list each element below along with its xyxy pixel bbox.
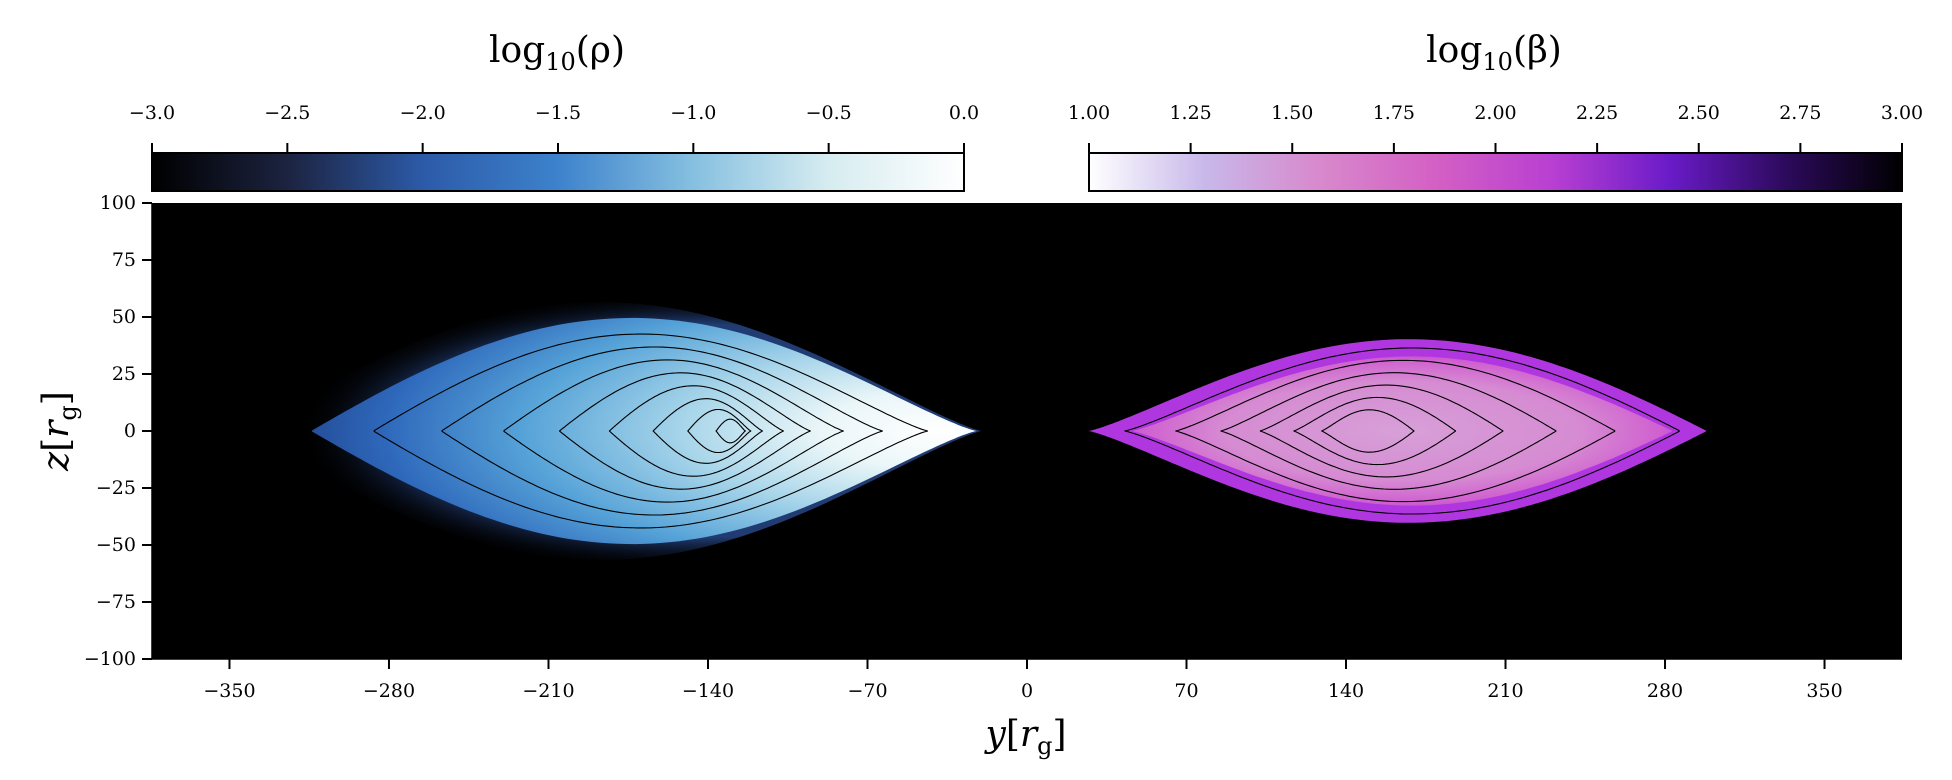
colorbar-rho-tick-label: −2.0 [400, 102, 446, 124]
y-tick-label: −50 [96, 534, 136, 556]
y-tick-label: 75 [112, 249, 136, 271]
density-streamline [503, 359, 844, 503]
beta-streamlines [1124, 347, 1680, 515]
x-tick-label: −140 [682, 680, 734, 702]
x-tick-label: 210 [1487, 680, 1523, 702]
colorbar-beta-tick-label: 2.50 [1678, 102, 1720, 124]
x-tick-label: 0 [1021, 680, 1033, 702]
plot-area: −350 −280 −210 −140 −70 0 70 140 210 280 350 −100−… [84, 192, 1902, 702]
density-streamline [373, 333, 928, 529]
x-axis-ticks: −350 −280 −210 −140 −70 0 70 140 210 280 350 [152, 658, 1902, 702]
colorbar-beta-tick-label: 1.00 [1068, 102, 1110, 124]
density-streamline [608, 385, 784, 477]
colorbar-beta-tick-label: 3.00 [1881, 102, 1923, 124]
y-axis-label: z[rg] [36, 391, 82, 472]
colorbar-title-beta: log10(β) [1426, 30, 1562, 76]
colorbar-rho-ticks: −3.0 −2.5 −2.0 −1.5 −1.0 −0.5 0.0 [129, 102, 979, 153]
colorbar-beta [1088, 152, 1903, 192]
colorbar-title-rho: log10(ρ) [489, 30, 625, 76]
colorbar-beta-tick-label: 2.25 [1576, 102, 1618, 124]
density-torus [247, 302, 982, 560]
colorbar-rho-tick-label: −2.5 [264, 102, 310, 124]
x-tick-label: 140 [1328, 680, 1364, 702]
beta-streamline [1175, 359, 1616, 503]
y-tick-label: 50 [112, 306, 136, 328]
colorbar-rho-tick-label: 0.0 [949, 102, 979, 124]
colorbar-rho-tick-label: −1.0 [670, 102, 716, 124]
beta-torus-body [1131, 356, 1672, 506]
colorbar-beta-tick-label: 1.50 [1271, 102, 1313, 124]
density-streamlines [373, 333, 928, 529]
y-tick-label: 0 [124, 420, 136, 442]
density-streamline [559, 372, 811, 490]
colorbar-beta-tick-label: 2.00 [1474, 102, 1516, 124]
x-tick-label: −350 [203, 680, 255, 702]
density-streamline [441, 346, 883, 516]
colorbar-beta-ticks: 1.00 1.25 1.50 1.75 2.00 2.25 2.50 2.75 3.00 [1068, 102, 1923, 153]
beta-streamline [1220, 372, 1557, 490]
colorbar-rho-tick-label: −3.0 [129, 102, 175, 124]
density-streamline [652, 398, 763, 464]
x-tick-label: 70 [1174, 680, 1198, 702]
y-tick-label: −75 [96, 591, 136, 613]
colorbar-beta-tick-label: 1.25 [1169, 102, 1211, 124]
y-axis-ticks: −100 −75 −50 −25 0 25 50 75 100 [84, 192, 153, 670]
y-tick-label: 100 [100, 192, 136, 214]
y-tick-label: −100 [84, 648, 136, 670]
beta-streamline [1321, 409, 1415, 453]
beta-torus [1088, 339, 1706, 523]
beta-streamline [1259, 384, 1504, 478]
density-streamline [687, 408, 752, 454]
beta-streamline [1293, 396, 1457, 466]
colorbar-rho-tick-label: −1.5 [535, 102, 581, 124]
x-tick-label: 280 [1647, 680, 1683, 702]
colorbar-rho-tick-label: −0.5 [806, 102, 852, 124]
density-streamline [715, 418, 746, 444]
y-tick-label: −25 [96, 477, 136, 499]
x-axis-label: y[rg] [983, 714, 1066, 760]
x-tick-label: −210 [522, 680, 574, 702]
colorbar-beta-tick-label: 1.75 [1373, 102, 1415, 124]
x-tick-label: −280 [363, 680, 415, 702]
x-tick-label: −70 [847, 680, 887, 702]
beta-streamline [1124, 347, 1680, 515]
colorbar-beta-tick-label: 2.75 [1779, 102, 1821, 124]
x-tick-label: 350 [1806, 680, 1842, 702]
y-tick-label: 25 [112, 363, 136, 385]
colorbar-rho [151, 152, 965, 192]
